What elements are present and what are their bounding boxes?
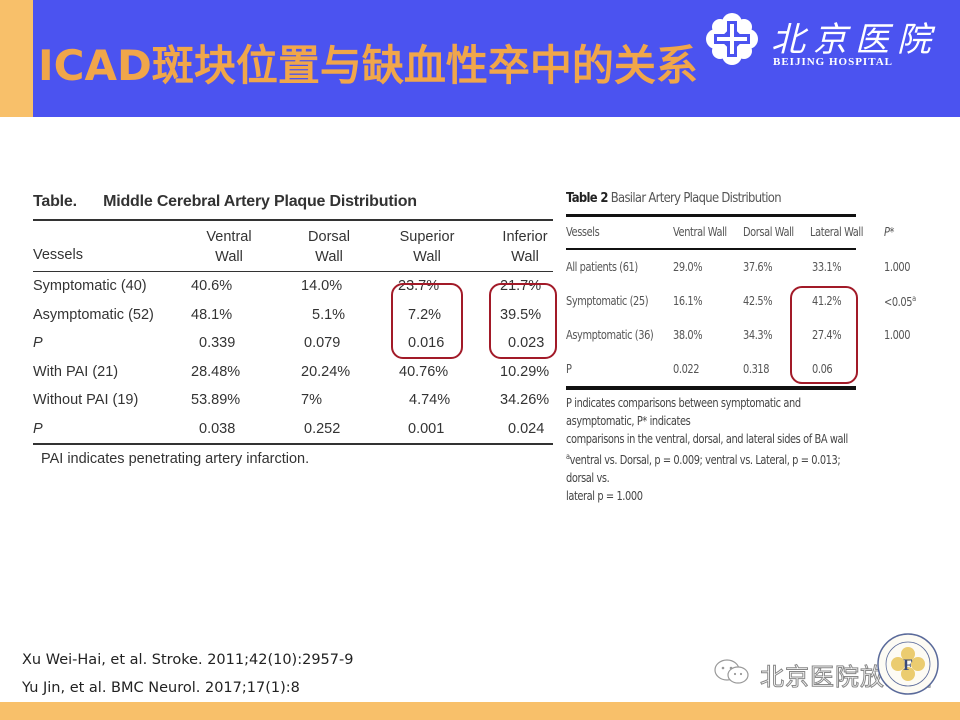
accent-stripe	[0, 0, 33, 117]
hospital-logo: 北京医院 BEIJING HOSPITAL	[703, 10, 960, 70]
divider	[33, 219, 553, 221]
divider	[566, 386, 856, 390]
mca-plaque-table: Table. Middle Cerebral Artery Plaque Dis…	[33, 193, 557, 467]
table-label: Table.	[33, 193, 77, 210]
table-caption: Table. Middle Cerebral Artery Plaque Dis…	[33, 193, 553, 219]
svg-text:F: F	[903, 657, 913, 674]
table-row: Symptomatic (25) 16.1% 42.5% 41.2% <0.05…	[566, 294, 916, 309]
wechat-icon	[714, 659, 749, 684]
table-row: With PAI (21) 28.48% 20.24% 40.76% 10.29…	[33, 363, 550, 380]
table-row: Without PAI (19) 53.89% 7% 4.74% 34.26%	[33, 392, 550, 408]
reference-item: Yu Jin, et al. BMC Neurol. 2017;17(1):8	[22, 680, 300, 696]
table-caption: Table 2 Basilar Artery Plaque Distributi…	[566, 190, 815, 214]
slide-header: ICAD斑块位置与缺血性卒中的关系 北京医院 BEIJIN	[33, 0, 960, 117]
divider	[33, 270, 553, 272]
slide-title: ICAD斑块位置与缺血性卒中的关系	[38, 41, 698, 90]
divider	[33, 443, 553, 445]
column-header-inferior: Inferior Wall	[502, 228, 548, 265]
column-header-vessels: Vessels	[33, 246, 83, 263]
table-footnote: P indicates comparisons between symptoma…	[566, 396, 848, 503]
highlight-box-superior	[391, 283, 463, 359]
table-row: Symptomatic (40) 40.6% 14.0% 23.7% 21.7%	[33, 278, 542, 294]
table-label: Table 2	[566, 190, 608, 206]
table-row: P 0.022 0.318 0.06	[566, 362, 833, 376]
highlight-box-lateral	[790, 286, 858, 384]
table-header: Vessels Ventral Wall Dorsal Wall Lateral…	[566, 225, 895, 239]
references: Xu Wei-Hai, et al. Stroke. 2011;42(10):2…	[22, 646, 353, 702]
highlight-box-inferior	[489, 283, 557, 359]
department-seal-icon: F	[877, 633, 939, 695]
divider	[566, 248, 856, 250]
ba-plaque-table: Table 2 Basilar Artery Plaque Distributi…	[566, 190, 916, 505]
logo-english-name: BEIJING HOSPITAL	[773, 56, 894, 68]
table-title: Basilar Artery Plaque Distribution	[610, 190, 782, 206]
column-header-dorsal: Dorsal Wall	[308, 228, 350, 265]
hospital-emblem-icon	[706, 13, 758, 65]
table-row: Asymptomatic (52) 48.1% 5.1% 7.2% 39.5%	[33, 306, 542, 323]
table-header: Vessels Ventral Wall Dorsal Wall Superior W…	[33, 221, 553, 271]
column-header-ventral: Ventral Wall	[206, 228, 252, 265]
table-row: Asymptomatic (36) 38.0% 34.3% 27.4% 1.00…	[566, 328, 911, 342]
footer-bar	[0, 702, 960, 720]
table-footnote: PAI indicates penetrating artery infarct…	[41, 450, 310, 467]
column-header-superior: Superior Wall	[399, 228, 455, 265]
table-body: Symptomatic (40) 40.6% 14.0% 23.7% 21.7%…	[33, 272, 553, 443]
table-row: All patients (61) 29.0% 37.6% 33.1% 1.00…	[566, 260, 911, 274]
table-row: P 0.038 0.252 0.001 0.024	[33, 420, 545, 437]
table-title: Middle Cerebral Artery Plaque Distributi…	[103, 193, 417, 210]
table-row: P 0.339 0.079 0.016 0.023	[33, 335, 545, 351]
logo-chinese-name: 北京医院	[771, 20, 939, 60]
divider	[566, 214, 856, 217]
reference-item: Xu Wei-Hai, et al. Stroke. 2011;42(10):2…	[22, 652, 354, 668]
